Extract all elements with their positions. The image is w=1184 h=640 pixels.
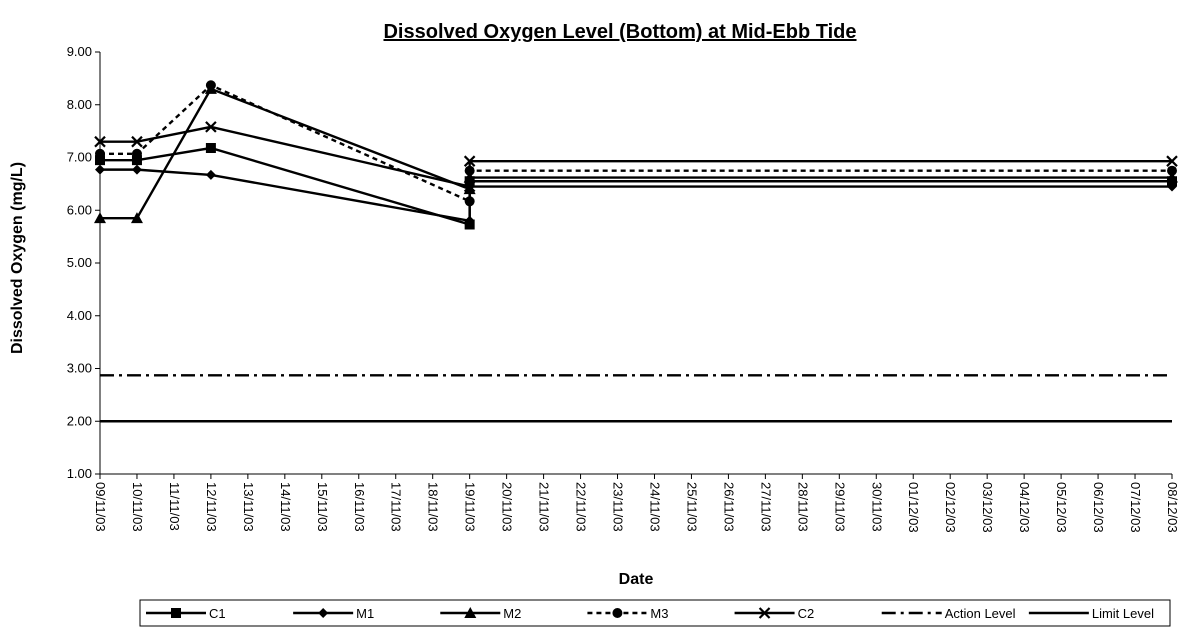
marker <box>205 143 216 154</box>
series-line <box>100 168 1172 223</box>
marker <box>205 121 217 133</box>
marker <box>758 607 771 619</box>
x-tick-label: 08/12/03 <box>1165 482 1180 533</box>
x-tick-label: 13/11/03 <box>241 482 256 532</box>
marker <box>205 169 216 180</box>
x-tick-label: 11/11/03 <box>167 482 182 531</box>
x-tick-label: 24/11/03 <box>647 482 662 532</box>
x-tick-label: 30/11/03 <box>869 482 884 532</box>
marker <box>94 212 106 224</box>
series-line <box>100 125 1172 189</box>
marker <box>130 212 143 224</box>
marker <box>464 607 477 618</box>
x-tick-label: 06/12/03 <box>1091 482 1106 533</box>
marker <box>95 164 105 175</box>
y-tick-label: 3.00 <box>67 361 92 376</box>
x-tick-label: 29/11/03 <box>832 482 847 532</box>
x-tick-label: 16/11/03 <box>352 482 367 532</box>
legend-label: M2 <box>503 606 521 621</box>
x-tick-label: 25/11/03 <box>684 482 699 532</box>
legend-label: Limit Level <box>1092 606 1154 621</box>
x-tick-label: 07/12/03 <box>1128 482 1143 533</box>
marker <box>612 608 623 618</box>
marker <box>318 608 329 618</box>
series-line <box>100 87 1172 220</box>
marker <box>463 155 476 167</box>
series-line <box>100 146 1172 227</box>
y-tick-label: 1.00 <box>67 466 92 481</box>
x-tick-label: 28/11/03 <box>795 482 810 532</box>
marker <box>95 148 105 159</box>
marker <box>463 180 476 193</box>
x-tick-label: 17/11/03 <box>389 482 404 532</box>
x-tick-label: 21/11/03 <box>537 482 552 532</box>
x-tick-label: 04/12/03 <box>1017 482 1032 533</box>
marker <box>131 164 142 175</box>
x-tick-label: 05/12/03 <box>1054 482 1069 533</box>
x-tick-label: 02/12/03 <box>943 482 958 533</box>
y-tick-label: 8.00 <box>67 97 92 112</box>
marker <box>1167 165 1177 176</box>
marker <box>94 135 106 148</box>
y-tick-label: 2.00 <box>67 413 92 428</box>
marker <box>1167 181 1177 192</box>
marker <box>464 196 475 207</box>
marker <box>95 155 105 166</box>
marker <box>131 148 142 159</box>
x-tick-label: 12/11/03 <box>204 482 219 532</box>
legend-label: C1 <box>209 606 226 621</box>
marker <box>1166 155 1178 167</box>
y-axis-label: Dissolved Oxygen (mg/L) <box>9 162 26 354</box>
x-tick-label: 27/11/03 <box>758 482 773 532</box>
x-tick-label: 22/11/03 <box>574 482 589 532</box>
y-tick-label: 6.00 <box>67 202 92 217</box>
y-tick-label: 9.00 <box>67 44 92 59</box>
x-tick-label: 01/12/03 <box>906 482 921 533</box>
marker <box>464 215 475 226</box>
marker <box>171 608 181 618</box>
x-tick-label: 15/11/03 <box>315 482 330 532</box>
marker <box>131 155 142 166</box>
marker <box>1166 171 1178 183</box>
legend-label: M3 <box>650 606 668 621</box>
x-tick-label: 09/11/03 <box>93 482 108 532</box>
series-line <box>100 83 1172 204</box>
legend-label: M1 <box>356 606 374 621</box>
x-axis-label: Date <box>619 571 654 588</box>
y-tick-label: 4.00 <box>67 308 92 323</box>
y-tick-label: 7.00 <box>67 150 92 165</box>
x-tick-label: 18/11/03 <box>426 482 441 532</box>
x-tick-label: 23/11/03 <box>611 482 626 532</box>
y-tick-label: 5.00 <box>67 255 92 270</box>
x-tick-label: 26/11/03 <box>721 482 736 532</box>
x-tick-label: 14/11/03 <box>278 482 293 532</box>
x-tick-label: 03/12/03 <box>980 482 995 533</box>
x-tick-label: 10/11/03 <box>130 482 145 532</box>
legend-label: C2 <box>798 606 815 621</box>
marker <box>131 135 143 148</box>
x-tick-label: 19/11/03 <box>463 482 478 532</box>
x-tick-label: 20/11/03 <box>500 482 515 532</box>
chart-title: Dissolved Oxygen Level (Bottom) at Mid-E… <box>383 21 856 43</box>
legend-label: Action Level <box>945 606 1016 621</box>
marker <box>205 80 216 91</box>
